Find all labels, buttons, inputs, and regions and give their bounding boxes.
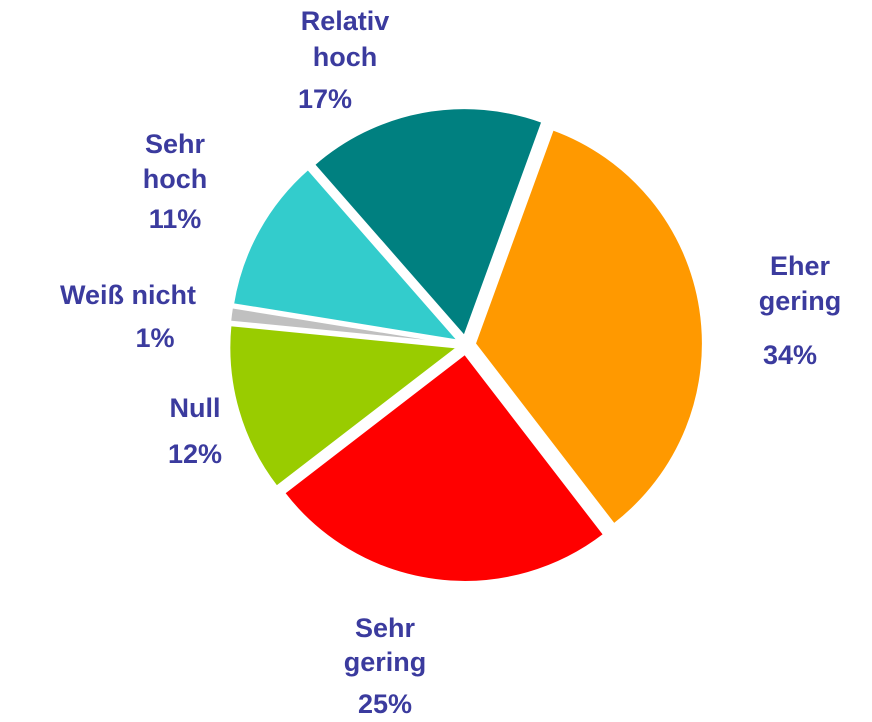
slice-label: hoch <box>143 164 208 194</box>
slice-label: gering <box>344 647 427 677</box>
slice-label: Relativ <box>301 6 390 36</box>
slice-label: Null <box>170 393 221 423</box>
slice-value-label: 1% <box>135 323 174 353</box>
slice-label: Sehr <box>145 129 206 159</box>
pie-slice <box>228 324 460 488</box>
slice-label: gering <box>759 286 842 316</box>
slice-label: Sehr <box>355 613 416 643</box>
slice-value-label: 17% <box>298 84 352 114</box>
slice-value-label: 34% <box>763 340 817 370</box>
pie-slice <box>282 352 606 583</box>
pie-slice <box>312 107 544 339</box>
pie-slice <box>473 128 704 526</box>
slice-value-label: 25% <box>358 689 412 719</box>
pie-slice <box>229 306 458 345</box>
slice-value-label: 11% <box>149 204 202 234</box>
slice-label: Weiß nicht <box>60 280 196 310</box>
slice-label: hoch <box>313 42 378 72</box>
slice-value-label: 12% <box>168 439 222 469</box>
pie-slice <box>231 167 461 343</box>
slice-label: Eher <box>770 251 831 281</box>
